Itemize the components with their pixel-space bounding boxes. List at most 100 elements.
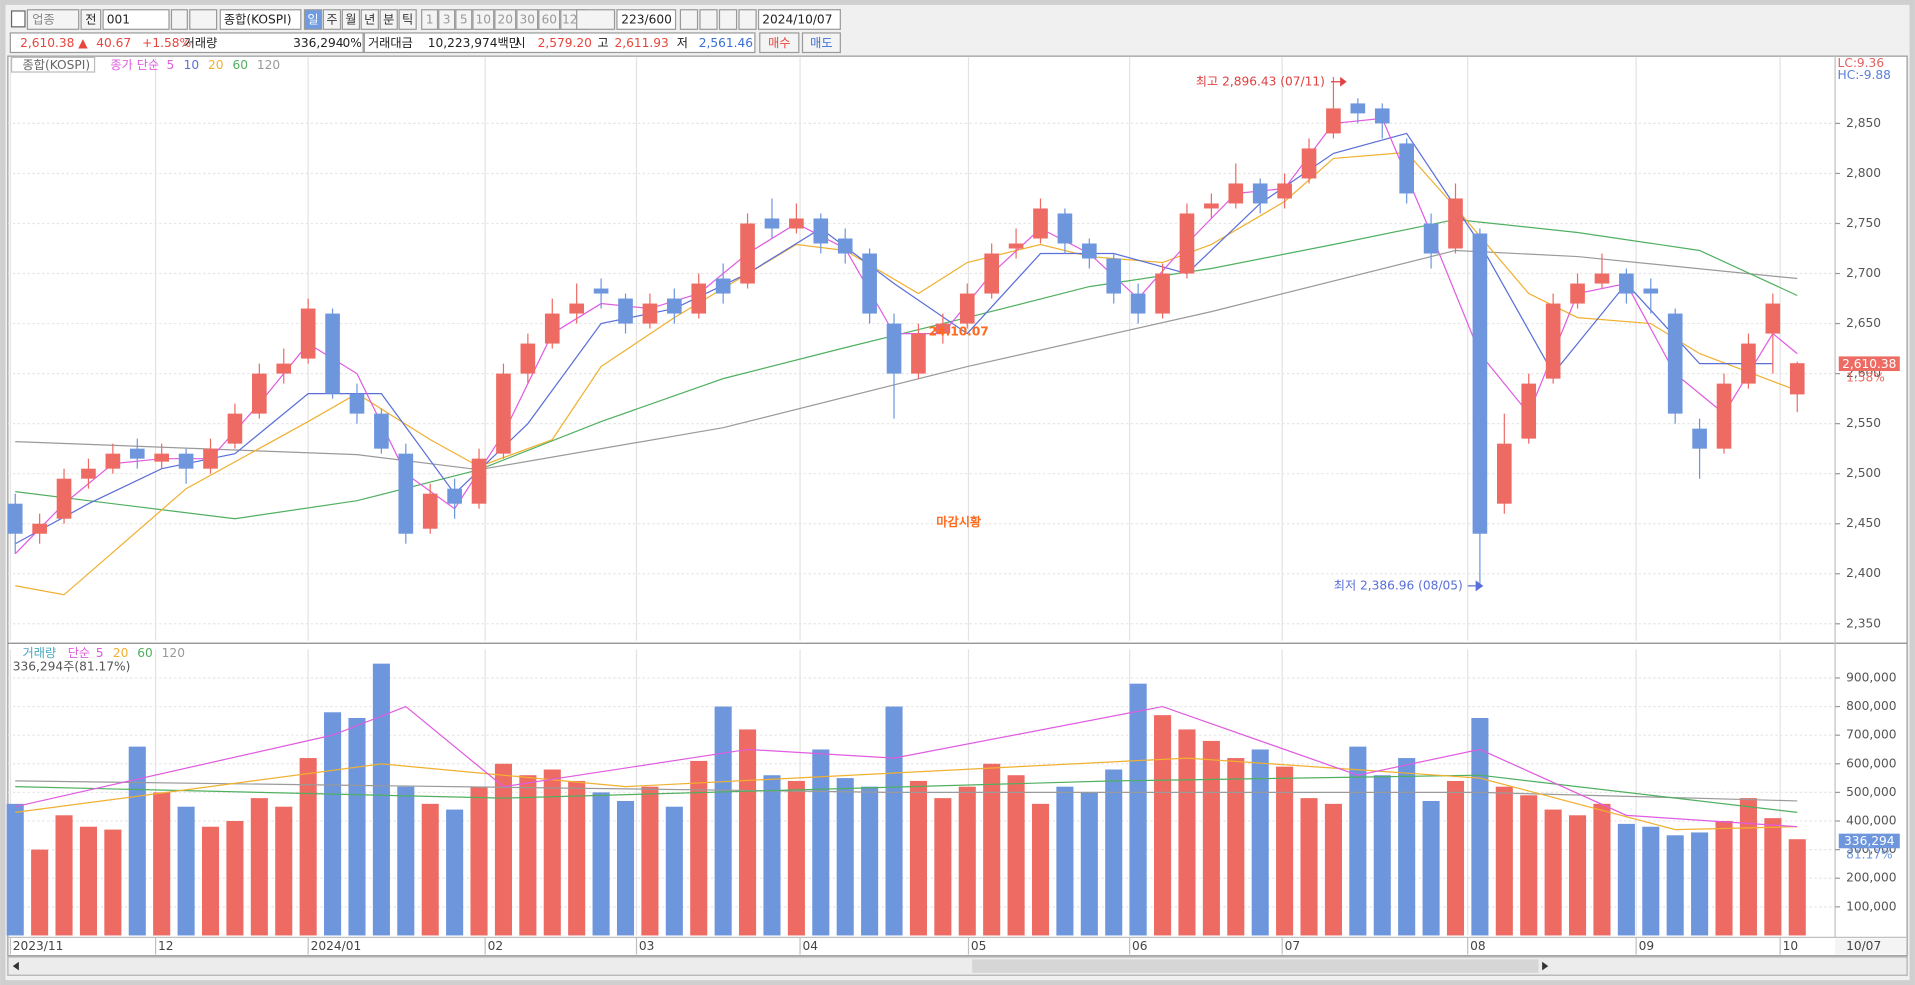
- volume-average-line: [15, 705, 1798, 828]
- volume-bar: [861, 786, 879, 936]
- volume-bar: [836, 778, 854, 936]
- volume-average-line: [15, 780, 1798, 802]
- candle-body: [1228, 183, 1244, 204]
- volume-bar: [1569, 815, 1587, 936]
- volume-bar: [1105, 769, 1123, 936]
- candle-body: [203, 448, 218, 469]
- candle-body: [398, 453, 414, 534]
- tool-button[interactable]: [718, 9, 738, 30]
- interval-button[interactable]: [538, 9, 561, 30]
- volume-bar: [6, 803, 24, 936]
- market-box[interactable]: [26, 9, 80, 30]
- y-tick-label: 2,350: [1846, 616, 1881, 630]
- volume-bar: [1642, 826, 1660, 936]
- candle-body: [227, 413, 243, 444]
- quote-box-2: [363, 32, 756, 54]
- volume-bar: [568, 780, 586, 936]
- quote-volume-rate: 0%: [343, 36, 362, 50]
- candle-body: [837, 238, 853, 254]
- interval-button[interactable]: [421, 9, 439, 30]
- count: 223/600: [621, 13, 672, 27]
- interval-button[interactable]: [455, 9, 473, 30]
- volume-bar: [1056, 786, 1074, 936]
- mode-box[interactable]: [80, 9, 102, 30]
- period-button[interactable]: [341, 9, 361, 30]
- candle-body: [374, 413, 389, 449]
- buy-button[interactable]: [759, 32, 800, 54]
- volume-bar: [201, 826, 220, 936]
- volume-bar: [1007, 775, 1025, 936]
- volume-ma-legend-item: 120: [162, 646, 185, 660]
- candle-body: [129, 448, 145, 459]
- candle-body: [862, 253, 877, 314]
- candle-body: [1106, 258, 1122, 294]
- interval-button[interactable]: [472, 9, 495, 30]
- tool-button[interactable]: [699, 9, 718, 30]
- candle-body: [325, 313, 340, 394]
- tool-button[interactable]: [679, 9, 699, 30]
- sell-button[interactable]: [801, 32, 841, 54]
- search-button[interactable]: [170, 9, 188, 30]
- candle-body: [178, 453, 194, 469]
- period-label: 틱: [402, 13, 413, 27]
- candle-body: [1692, 428, 1707, 449]
- candle-body: [1423, 223, 1439, 254]
- menu-icon[interactable]: [10, 10, 26, 28]
- candle-body: [81, 468, 96, 479]
- volume-bar: [812, 749, 830, 936]
- candle-body: [1081, 243, 1097, 259]
- volume-bar: [226, 821, 244, 936]
- cursor-date-box: [1835, 938, 1906, 955]
- candle-body: [1130, 293, 1146, 314]
- volume-bar: [1739, 798, 1757, 936]
- count-box[interactable]: [616, 9, 677, 30]
- x-tick-label: 2024/01: [311, 939, 362, 953]
- dropdown[interactable]: [576, 9, 616, 30]
- quote-amount: 10,223,974백만: [428, 36, 520, 50]
- scrollbar[interactable]: [7, 956, 1908, 976]
- volume-ma-label: 단순: [68, 646, 90, 660]
- x-tick-label: 07: [1285, 939, 1301, 953]
- code-box[interactable]: [102, 9, 170, 30]
- period-button[interactable]: [360, 9, 379, 30]
- volume-bar: [250, 798, 268, 936]
- quote-amount-label: 거래대금: [368, 36, 413, 50]
- volume-ma-legend-item: 5: [96, 646, 104, 660]
- moving-average-line: [15, 249, 1798, 471]
- volume-average-line: [15, 757, 1798, 831]
- period-button[interactable]: [322, 9, 342, 30]
- quote-open: 2,579.20: [538, 36, 592, 50]
- quote-low: 2,561.46: [699, 36, 753, 50]
- name-box[interactable]: [219, 9, 302, 30]
- volume-bar: [690, 760, 708, 936]
- sound-button[interactable]: [189, 9, 218, 30]
- volume-bar: [1349, 746, 1367, 936]
- interval-label: 30: [519, 13, 535, 27]
- volume-bar: [1154, 715, 1172, 936]
- y-tick-label: 2,500: [1846, 466, 1881, 480]
- volume-bar: [763, 775, 781, 936]
- interval-button[interactable]: [438, 9, 456, 30]
- interval-button[interactable]: [494, 9, 517, 30]
- code: 001: [107, 13, 130, 27]
- volume-bar: [934, 798, 952, 936]
- quote-high-label: 고: [597, 36, 608, 50]
- volume-bar: [665, 806, 683, 936]
- volume-bar: [1373, 775, 1391, 936]
- period-button[interactable]: [303, 9, 323, 30]
- date-box[interactable]: [757, 9, 841, 30]
- volume-bar: [1715, 821, 1733, 936]
- period-button[interactable]: [379, 9, 398, 30]
- period-label: 분: [383, 13, 394, 27]
- volume-bar: [324, 712, 342, 936]
- volume-ma-legend-item: 60: [137, 646, 153, 660]
- volume-bar: [1495, 786, 1513, 936]
- interval-button[interactable]: [516, 9, 539, 30]
- tool-button[interactable]: [738, 9, 757, 30]
- x-tick-label: 10: [1783, 939, 1799, 953]
- period-button[interactable]: [398, 9, 417, 30]
- volume-bar: [983, 763, 1001, 936]
- scroll-thumb[interactable]: [972, 959, 1539, 973]
- volume-bar: [397, 786, 415, 936]
